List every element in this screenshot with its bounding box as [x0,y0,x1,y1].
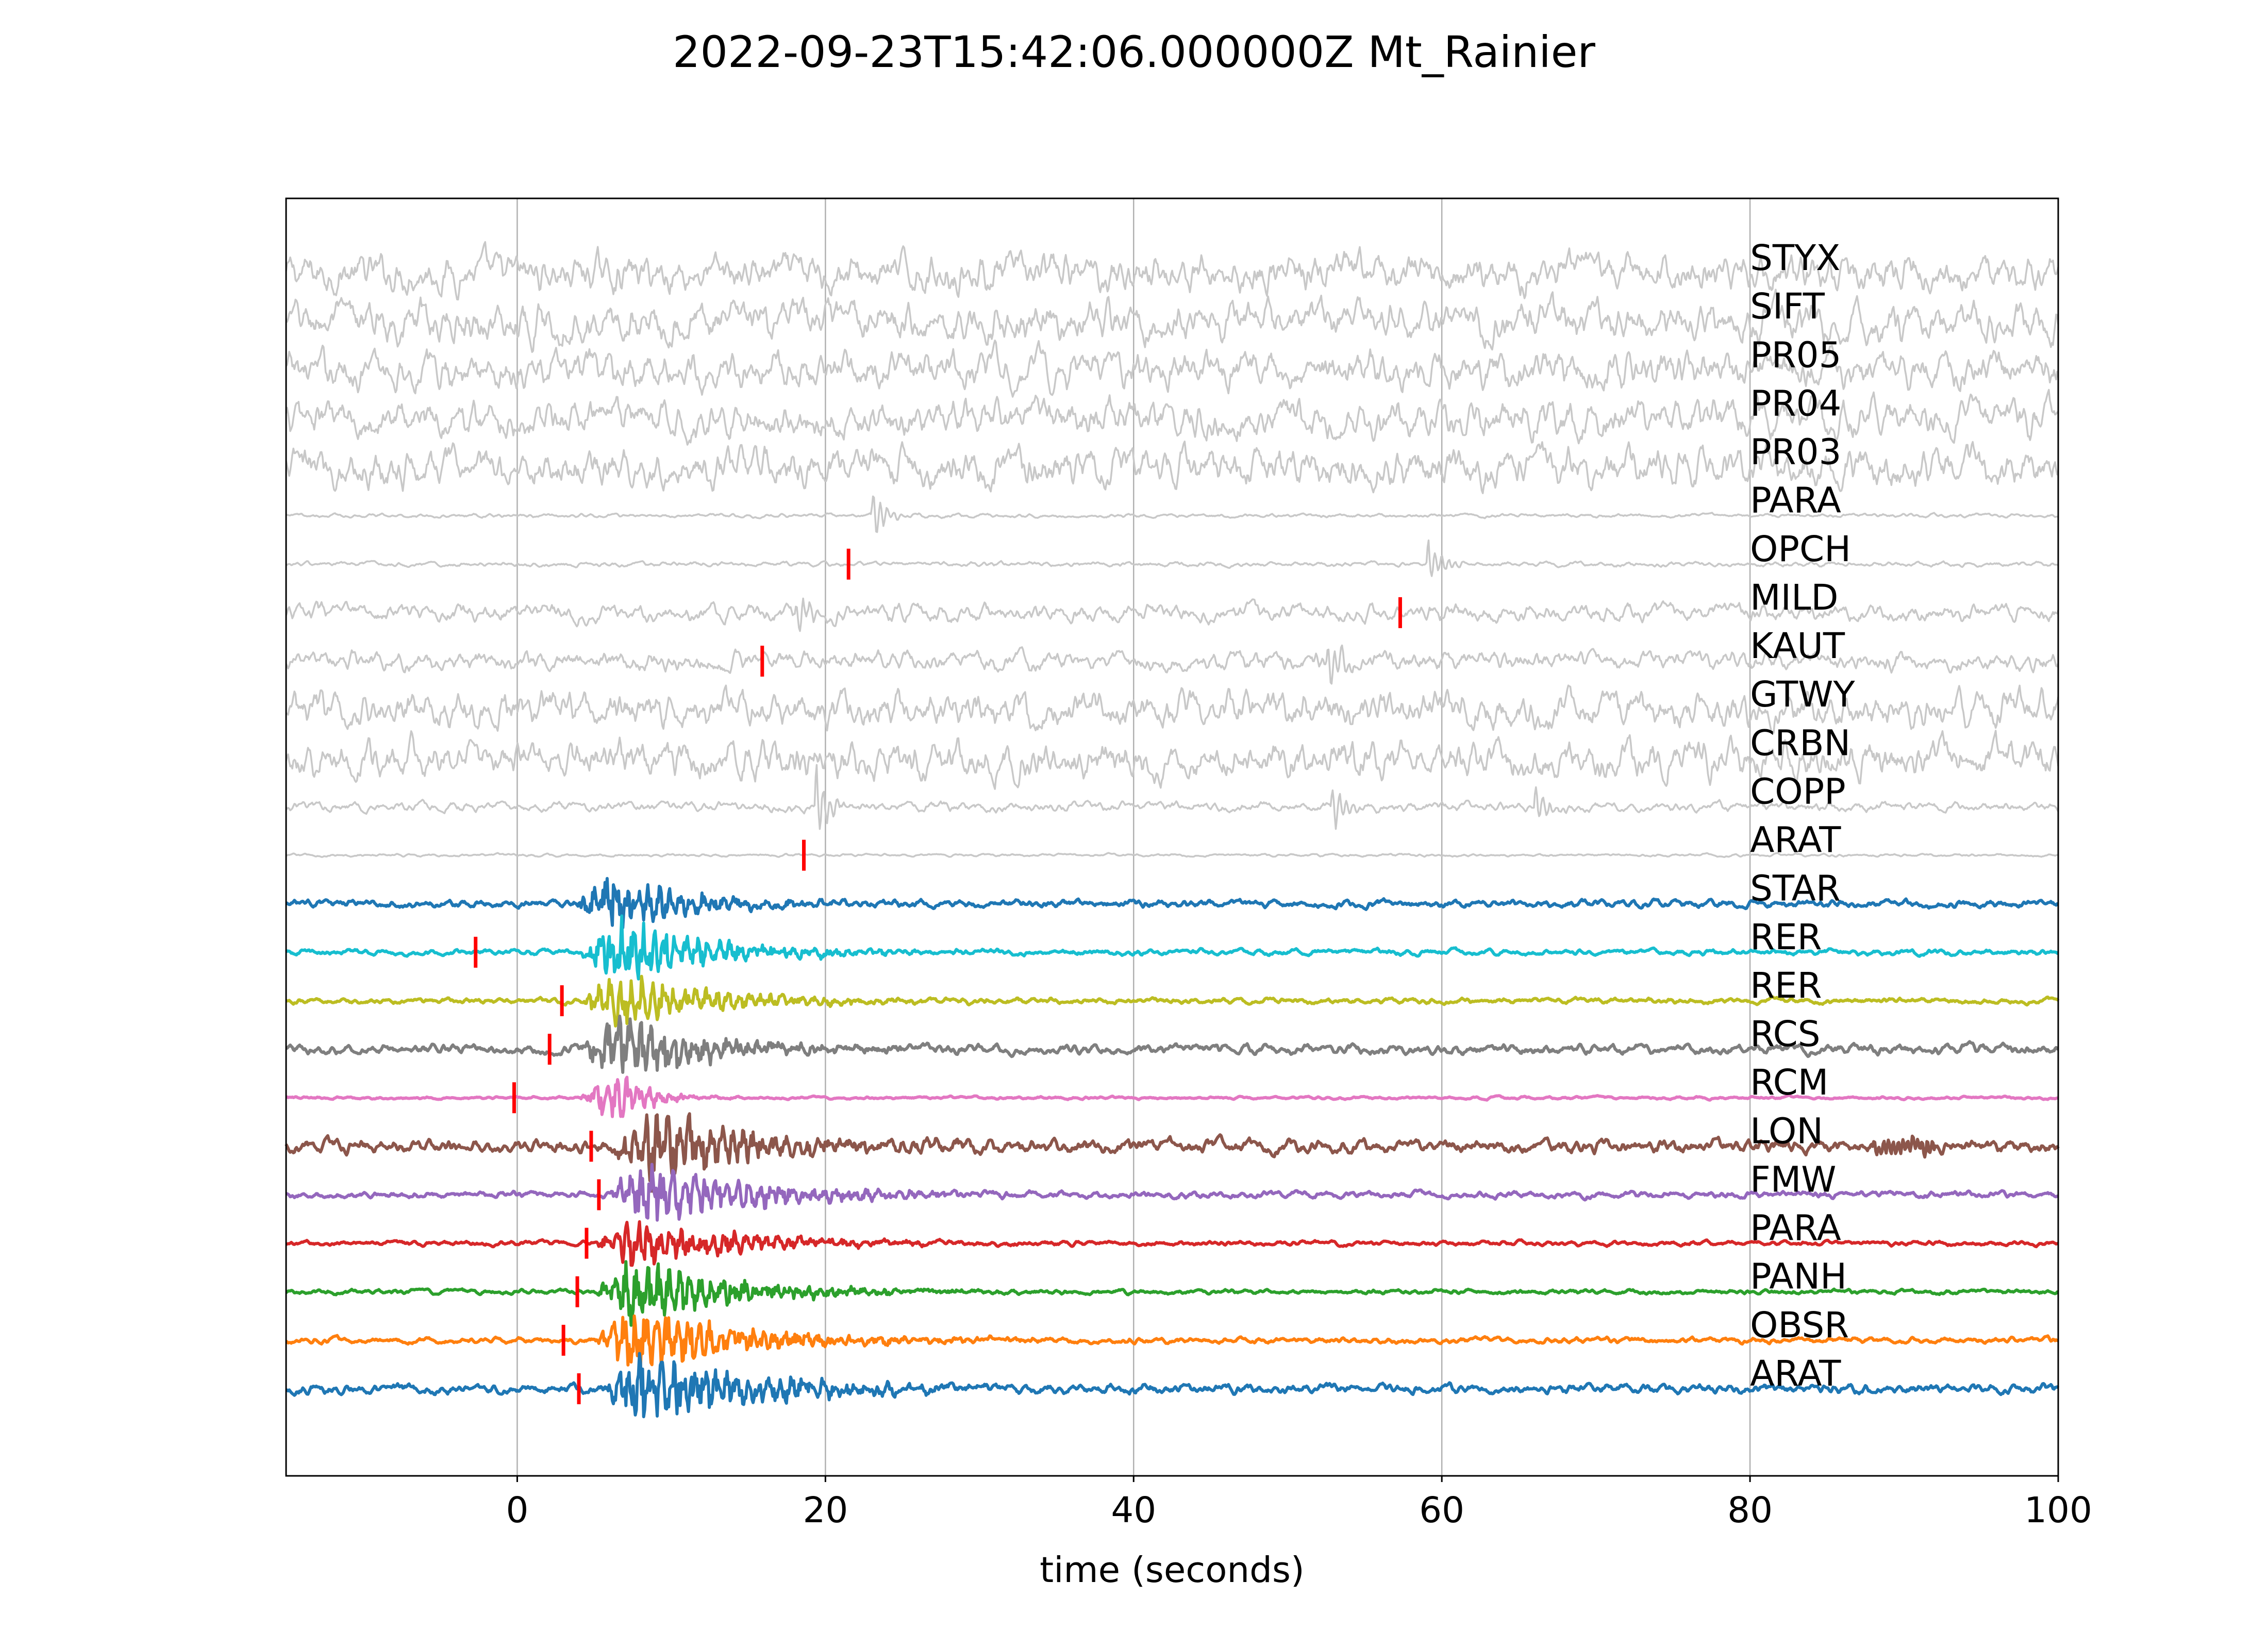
station-label-pr03: PR03 [1750,432,1841,473]
station-label-mild: MILD [1750,577,1838,618]
x-tick-label: 20 [803,1490,848,1531]
trace-mild [285,597,2059,632]
trace-rer [285,974,2060,1028]
trace-lon [285,1112,2060,1193]
station-label-pr05: PR05 [1750,334,1841,376]
trace-rcm [285,1075,2059,1118]
trace-para [286,1220,2059,1267]
station-label-kaut: KAUT [1750,626,1845,667]
x-tick-label: 80 [1727,1490,1773,1531]
station-label-copp: COPP [1750,771,1846,812]
station-label-arat: ARAT [1750,820,1841,861]
trace-para [286,495,2058,533]
station-label-pr04: PR04 [1750,383,1841,424]
station-label-gtwy: GTWY [1750,674,1855,715]
trace-star [285,877,2059,930]
station-label-fmw: FMW [1750,1159,1836,1200]
x-tick-label: 60 [1419,1490,1464,1531]
trace-panh [285,1260,2059,1327]
trace-rcs [286,1014,2059,1074]
trace-copp [285,764,2059,830]
trace-layer [285,241,2060,1419]
station-label-panh: PANH [1750,1256,1847,1298]
trace-arat [286,1352,2060,1419]
station-label-para: PARA [1750,480,1841,521]
x-tick-label: 0 [506,1490,528,1531]
station-label-opch: OPCH [1750,529,1851,570]
x-axis-label: time (seconds) [1040,1550,1305,1591]
x-tick-label: 40 [1111,1490,1156,1531]
trace-rer [285,914,2059,981]
station-label-rer: RER [1750,965,1822,1006]
pick-layer [474,548,1402,1404]
trace-sift [285,289,2059,353]
plot-frame [285,197,2059,1477]
station-label-rcs: RCS [1750,1014,1820,1055]
label-layer: STYX SIFT PR05 PR04 PR03 PARA OPCH MILD KAUT GTWY… [1750,238,1855,1394]
tick-layer: 0 20 40 60 80 100 [506,1476,2092,1531]
trace-pr05 [285,339,2059,398]
trace-opch [286,539,2059,577]
chart-title: 2022-09-23T15:42:06.000000Z Mt_Rainier [673,27,1595,77]
station-label-obsr: OBSR [1750,1305,1849,1346]
station-label-rer: RER [1750,917,1822,958]
station-label-sift: SIFT [1750,286,1825,327]
trace-pr04 [285,389,2059,446]
trace-kaut [285,644,2059,685]
trace-fmw [286,1163,2059,1222]
trace-styx [285,241,2059,301]
station-label-rcm: RCM [1750,1062,1828,1103]
trace-obsr [285,1314,2059,1370]
station-label-star: STAR [1750,868,1841,910]
trace-pr03 [285,440,2059,494]
station-label-arat: ARAT [1750,1353,1841,1394]
trace-arat [286,852,2059,859]
station-label-para: PARA [1750,1208,1841,1249]
x-tick-label: 100 [2024,1490,2092,1531]
trace-gtwy [286,684,2059,734]
station-label-styx: STYX [1750,238,1840,279]
trace-crbn [285,730,2059,790]
station-label-crbn: CRBN [1750,722,1850,764]
station-label-lon: LON [1750,1110,1823,1152]
